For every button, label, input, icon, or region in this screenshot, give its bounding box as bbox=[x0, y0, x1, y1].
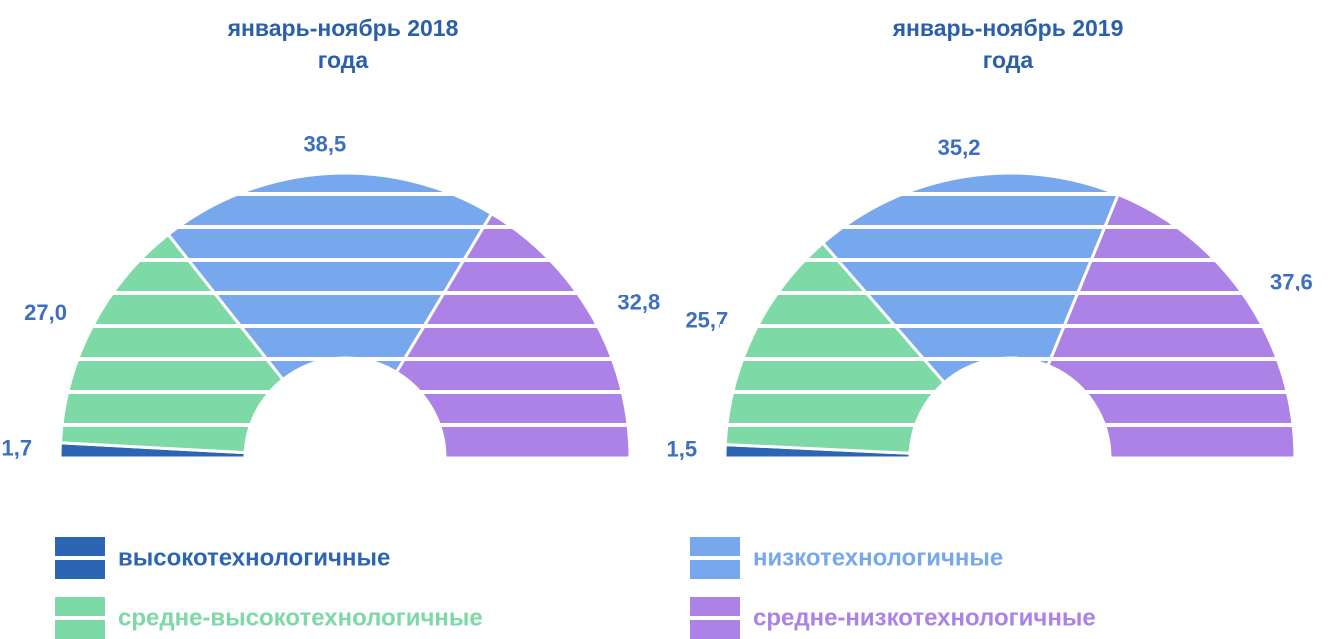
value-label: 37,6 bbox=[1270, 270, 1313, 295]
value-label: 25,7 bbox=[685, 307, 728, 332]
value-label: 1,7 bbox=[2, 435, 33, 460]
value-label: 38,5 bbox=[303, 131, 346, 156]
legend-label: высокотехнологичные bbox=[118, 544, 390, 571]
value-label: 1,5 bbox=[666, 436, 697, 461]
legend-label: средне-высокотехнологичные bbox=[118, 604, 483, 631]
legend-label: средне-низкотехнологичные bbox=[753, 604, 1096, 631]
segment bbox=[394, 211, 632, 460]
chart-title: январь-ноябрь 2019 года bbox=[892, 15, 1124, 73]
value-label: 35,2 bbox=[938, 135, 981, 160]
value-label: 27,0 bbox=[24, 300, 67, 325]
legend-label: низкотехнологичные bbox=[753, 544, 1003, 571]
chart-title: январь-ноябрь 2018 года bbox=[227, 15, 459, 73]
